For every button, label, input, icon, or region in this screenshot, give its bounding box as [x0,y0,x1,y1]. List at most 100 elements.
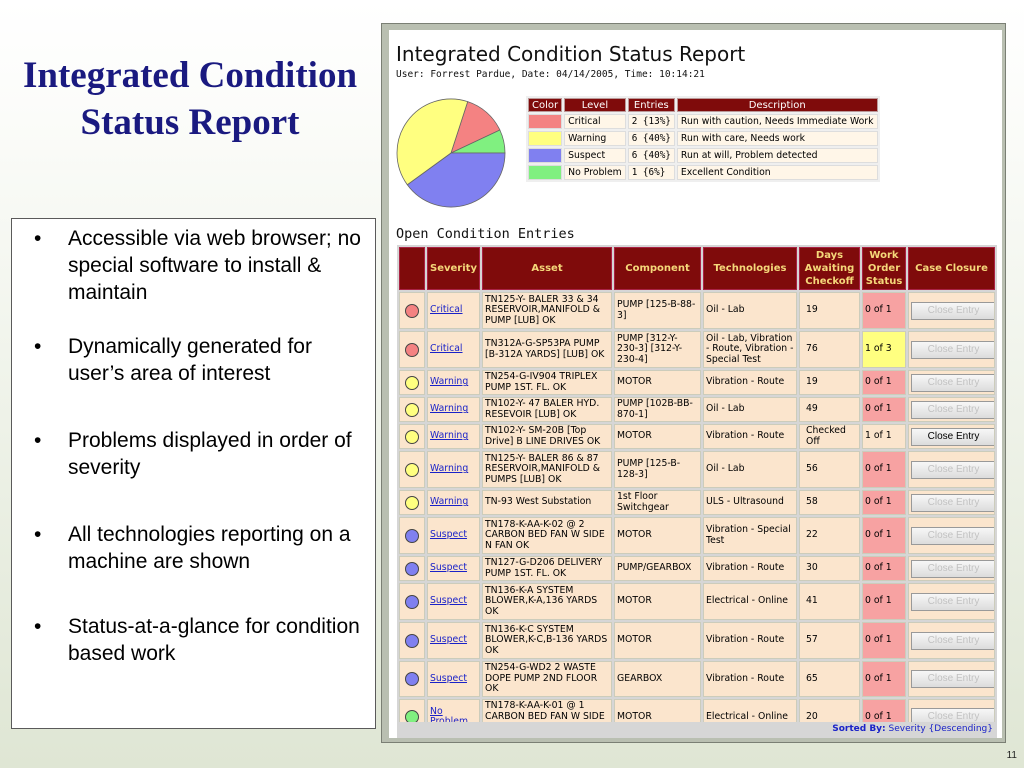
legend-entries: 6 {40%} [627,148,675,163]
severity-dot-icon [405,462,419,477]
legend-level: No Problem [564,165,626,180]
severity-pie-chart [396,98,506,208]
severity-cell: Suspect [427,556,480,581]
asset-cell: TN-93 West Substation [482,490,612,515]
bullet-item: • Problems displayed in order of severity [30,427,369,481]
column-header-severity[interactable]: Severity [427,247,480,290]
report-screenshot: Integrated Condition Status Report User:… [389,30,1002,738]
bullet-list-box: • Accessible via web browser; no special … [11,218,376,729]
severity-link[interactable]: Suspect [430,634,468,646]
severity-link[interactable]: Warning [430,403,469,415]
severity-cell: Warning [427,451,480,488]
severity-cell: Warning [427,397,480,422]
close-entry-button[interactable]: Close Entry [911,493,994,512]
close-entry-button[interactable]: Close Entry [911,400,994,419]
work-order-status-cell: 0 of 1 [862,451,906,488]
legend-description: Run at will, Problem detected [676,148,878,163]
severity-link[interactable]: Critical [430,343,463,355]
legend-level: Warning [564,131,626,146]
severity-link[interactable]: Warning [430,430,469,442]
open-entries-title: Open Condition Entries [396,226,575,242]
technologies-cell: Vibration - Route [703,556,797,581]
column-header-component[interactable]: Component [614,247,701,290]
days-awaiting-cell: 58 [799,490,860,515]
technologies-cell: Vibration - Special Test [703,517,797,554]
severity-indicator [399,397,425,422]
sorted-by-label: Sorted By: [832,724,886,734]
column-header-technologies[interactable]: Technologies [703,247,797,290]
severity-link[interactable]: Suspect [430,562,468,574]
close-entry-button[interactable]: Close Entry [911,559,994,578]
column-header-work-order-status[interactable]: Work Order Status [862,247,906,290]
work-order-status-cell: 0 of 1 [862,661,906,697]
severity-dot-icon [405,342,419,357]
close-entry-button[interactable]: Close Entry [911,669,994,688]
legend-description: Excellent Condition [676,165,878,180]
entry-row: Suspect TN136-K-A SYSTEM BLOWER,K-A,136 Y… [399,583,995,620]
column-header-asset[interactable]: Asset [482,247,612,290]
severity-link[interactable]: Suspect [430,672,468,684]
bullet-text: Status-at-a-glance for condition based w… [68,615,360,665]
column-header-days-awaiting-checkoff[interactable]: Days Awaiting Checkoff [799,247,860,290]
asset-cell: TN312A-G-SP53PA PUMP [B-312A YARDS] [LUB… [482,331,612,368]
close-entry-button[interactable]: Close Entry [911,460,994,479]
close-entry-button[interactable]: Close Entry [911,301,994,320]
severity-link[interactable]: Critical [430,304,463,316]
case-closure-cell: Close Entry [908,622,995,659]
case-closure-cell: Close Entry [908,583,995,620]
work-order-status-cell: 0 of 1 [862,292,906,329]
severity-link[interactable]: Suspect [430,595,468,607]
sorted-by-value[interactable]: Severity {Descending} [888,724,993,734]
pie-slice-warning [396,98,469,186]
component-cell: MOTOR [614,424,701,449]
severity-link[interactable]: Warning [430,376,469,388]
close-entry-button[interactable]: Close Entry [911,427,994,446]
legend-header: Level [564,98,626,112]
severity-legend-table: Color Level Entries Description Critical… [526,96,880,182]
legend-description: Run with care, Needs work [676,131,878,146]
days-awaiting-cell: 56 [799,451,860,488]
case-closure-cell: Close Entry [908,661,995,697]
severity-link[interactable]: No Problem [430,705,468,727]
work-order-status-cell: 0 of 1 [862,517,906,554]
days-awaiting-cell: 30 [799,556,860,581]
close-entry-button[interactable]: Close Entry [911,340,994,359]
severity-indicator [399,451,425,488]
legend-header-row: Color Level Entries Description [528,98,878,112]
close-entry-button[interactable]: Close Entry [911,373,994,392]
severity-link[interactable]: Suspect [430,529,468,541]
technologies-cell: Vibration - Route [703,622,797,659]
entries-header-row: Severity Asset Component Technologies Da… [399,247,995,290]
legend-level: Suspect [564,148,626,163]
legend-row: Warning 6 {40%} Run with care, Needs work [528,131,878,146]
slide-title: Integrated Condition Status Report [22,55,358,143]
severity-link[interactable]: Warning [430,496,469,508]
severity-dot-icon [405,375,419,390]
severity-link[interactable]: Warning [430,463,469,475]
close-entry-button[interactable]: Close Entry [911,631,994,650]
asset-cell: TN136-K-A SYSTEM BLOWER,K-A,136 YARDS OK [482,583,612,620]
close-entry-button[interactable]: Close Entry [911,526,994,545]
legend-color-swatch [528,165,563,180]
days-awaiting-cell: Checked Off [799,424,860,449]
technologies-cell: Oil - Lab [703,292,797,329]
bullet-text: Problems displayed in order of severity [68,429,352,479]
close-entry-button[interactable]: Close Entry [911,592,994,611]
severity-indicator [399,661,425,697]
bullet-list: • Accessible via web browser; no special … [12,219,375,667]
asset-cell: TN254-G-IV904 TRIPLEX PUMP 1ST. FL. OK [482,370,612,395]
asset-cell: TN102-Y- 47 BALER HYD. RESEVOIR [LUB] OK [482,397,612,422]
legend-entries: 6 {40%} [627,131,675,146]
severity-dot-icon [405,561,419,576]
entry-row: Suspect TN136-K-C SYSTEM BLOWER,K-C,B-136… [399,622,995,659]
legend-row: Suspect 6 {40%} Run at will, Problem detec… [528,148,878,163]
column-header-case-closure[interactable]: Case Closure [908,247,995,290]
work-order-status-cell: 0 of 1 [862,556,906,581]
days-awaiting-cell: 19 [799,370,860,395]
technologies-cell: Oil - Lab [703,451,797,488]
severity-indicator [399,556,425,581]
entry-row: Suspect TN254-G-WD2 2 WASTE DOPE PUMP 2ND… [399,661,995,697]
technologies-cell: Vibration - Route [703,661,797,697]
severity-indicator [399,370,425,395]
entry-row: Warning TN102-Y- SM-20B [Top Drive] B LIN… [399,424,995,449]
